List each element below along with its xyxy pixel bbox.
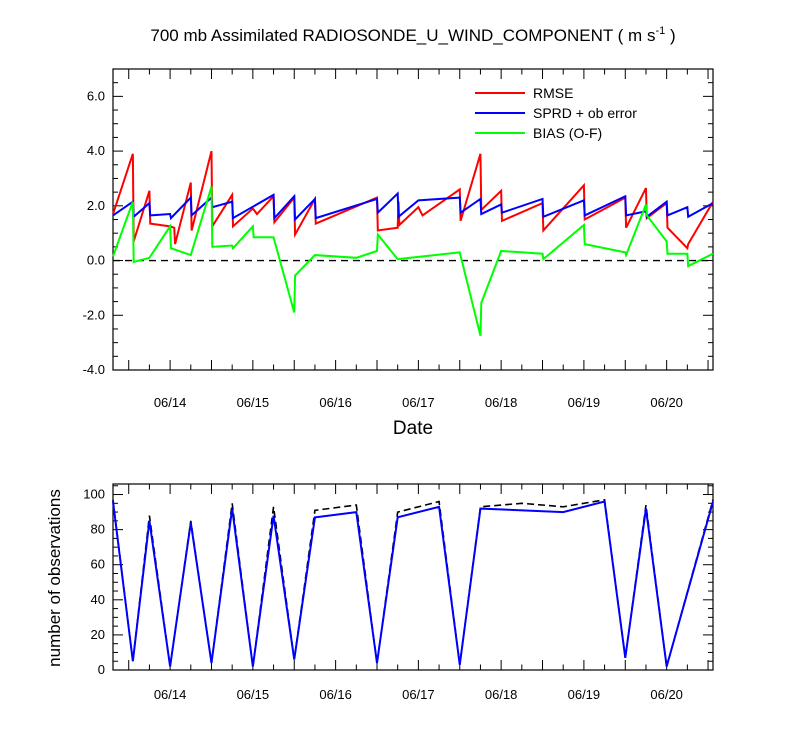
top-y-tick-label: -2.0 xyxy=(83,307,105,322)
bottom-y-tick-label: 0 xyxy=(98,662,105,677)
top-x-tick-label: 06/14 xyxy=(154,395,187,410)
top-x-tick-label: 06/19 xyxy=(568,395,601,410)
top-panel: 700 mb Assimilated RADIOSONDE_U_WIND_COM… xyxy=(83,25,714,439)
top-y-tick-label: -4.0 xyxy=(83,362,105,377)
legend-label-rmse: RMSE xyxy=(533,85,573,101)
bottom-plot-frame xyxy=(112,483,714,671)
series-line-bias-o-f xyxy=(112,186,714,337)
bottom-x-tick-label: 06/16 xyxy=(319,687,352,702)
bottom-y-ticks: 0 20 40 60 80 100 xyxy=(83,485,713,677)
bottom-x-tick-label: 06/14 xyxy=(154,687,187,702)
bottom-y-tick-label: 80 xyxy=(91,522,105,537)
bottom-y-tick-label: 40 xyxy=(91,592,105,607)
bottom-x-tick-label: 06/20 xyxy=(650,687,683,702)
legend-label-sprd-ob-error: SPRD + ob error xyxy=(533,105,637,121)
bottom-y-tick-label: 60 xyxy=(91,557,105,572)
chart-title: 700 mb Assimilated RADIOSONDE_U_WIND_COM… xyxy=(150,25,675,45)
series-line-sprd-ob-error xyxy=(112,191,714,222)
series-line-assimilated-observations xyxy=(112,500,714,667)
bottom-x-tick-label: 06/18 xyxy=(485,687,518,702)
bottom-plot-area: 06/14 06/15 06/16 06/17 06/18 06/19 06/20 0 20 40… xyxy=(83,483,714,702)
top-y-tick-label: 0.0 xyxy=(87,253,105,268)
legend: RMSE SPRD + ob error BIAS (O-F) xyxy=(475,85,637,141)
x-axis-title: Date xyxy=(393,418,433,439)
top-x-tick-label: 06/15 xyxy=(237,395,270,410)
top-y-tick-label: 4.0 xyxy=(87,143,105,158)
top-y-tick-label: 2.0 xyxy=(87,198,105,213)
top-x-tick-label: 06/16 xyxy=(319,395,352,410)
bottom-x-tick-label: 06/15 xyxy=(237,687,270,702)
top-y-tick-label: 6.0 xyxy=(87,88,105,103)
top-x-tick-label: 06/18 xyxy=(485,395,518,410)
y-axis-title: number of observations xyxy=(45,489,64,667)
bottom-y-tick-label: 20 xyxy=(91,627,105,642)
series-line-rmse xyxy=(112,150,714,251)
bottom-panel: 06/14 06/15 06/16 06/17 06/18 06/19 06/20 0 20 40… xyxy=(45,483,714,702)
top-plot-area: 06/14 06/15 06/16 06/17 06/18 06/19 06/20-4.0-… xyxy=(83,68,714,410)
top-x-tick-label: 06/17 xyxy=(402,395,435,410)
bottom-x-tick-label: 06/19 xyxy=(568,687,601,702)
bottom-y-tick-label: 100 xyxy=(83,487,105,502)
top-x-tick-label: 06/20 xyxy=(650,395,683,410)
bottom-x-tick-label: 06/17 xyxy=(402,687,435,702)
top-x-ticks xyxy=(128,69,709,370)
legend-label-bias-o-f: BIAS (O-F) xyxy=(533,125,602,141)
top-y-ticks: -4.0 -2.0 0.0 2.0 4.0 6.0 xyxy=(83,68,713,377)
